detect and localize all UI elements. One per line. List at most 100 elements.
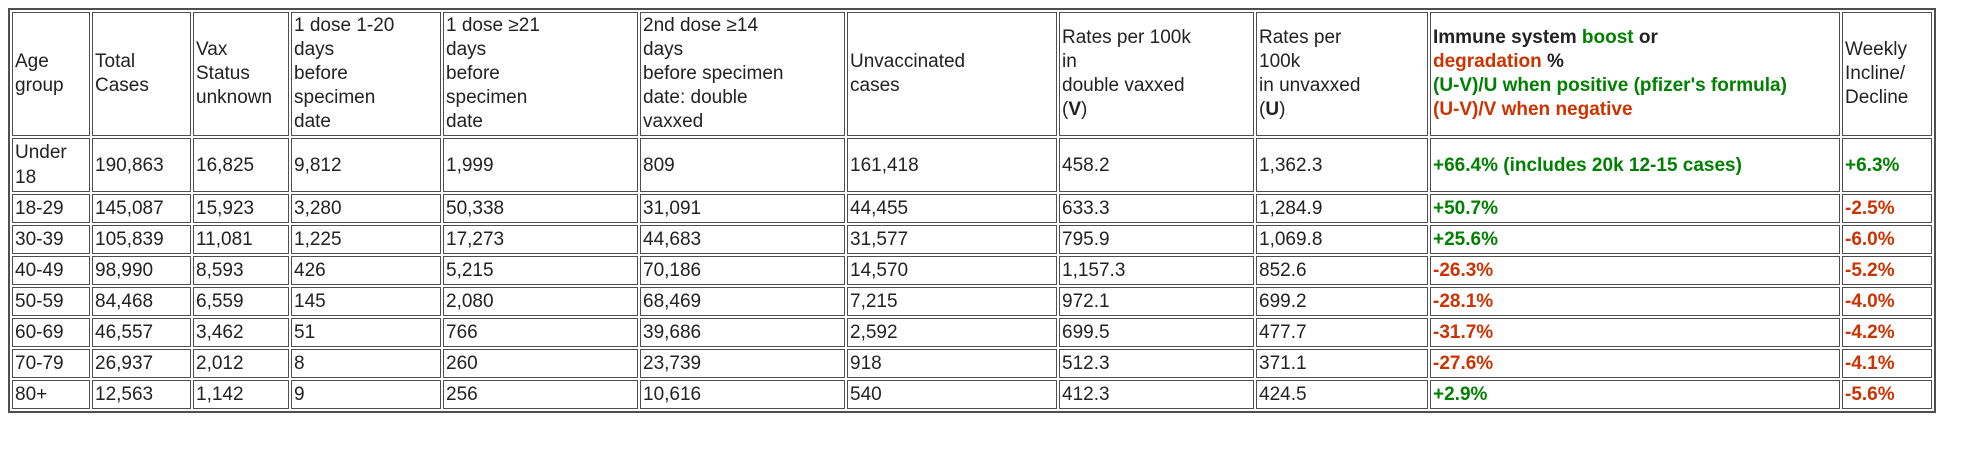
table-row: Under 18 190,863 16,825 9,812 1,999 809 161,41… bbox=[12, 138, 1932, 192]
column-header-one-dose-ge-21-days: 1 dose ≥21 days before specimen date bbox=[443, 12, 638, 136]
header-segment: 1 dose 1-20 days before specimen date bbox=[294, 15, 395, 132]
cell-age-group: 18-29 bbox=[12, 194, 90, 223]
cell-total-cases: 105,839 bbox=[92, 225, 191, 254]
cell-one-dose-ge-21-days: 2,080 bbox=[443, 287, 638, 316]
header-segment: % bbox=[1547, 51, 1564, 72]
column-header-total-cases: Total Cases bbox=[92, 12, 191, 136]
column-header-rates-per-100k-unvaxxed: Rates per 100k in unvaxxed (U) bbox=[1256, 12, 1428, 136]
cell-rates-per-100k-unvaxxed: 1,069.8 bbox=[1256, 225, 1428, 254]
cell-second-dose-ge-14-days: 809 bbox=[640, 138, 845, 192]
header-segment: Rates per 100k in double vaxxed ( bbox=[1062, 27, 1191, 120]
header-row: Age group Total Cases Vax Status unknown 1 … bbox=[12, 12, 1932, 136]
cell-total-cases: 46,557 bbox=[92, 318, 191, 347]
header-segment: 2nd dose ≥14 days before specimen date: … bbox=[643, 15, 784, 132]
cell-age-group: 40-49 bbox=[12, 256, 90, 285]
header-segment: Unvaccinated cases bbox=[850, 51, 966, 96]
cell-second-dose-ge-14-days: 68,469 bbox=[640, 287, 845, 316]
cell-unvaccinated-cases: 2,592 bbox=[847, 318, 1057, 347]
cell-age-group: Under 18 bbox=[12, 138, 90, 192]
cell-weekly-incline-decline: -4.1% bbox=[1842, 349, 1932, 378]
covid-cases-vaccination-table: Age group Total Cases Vax Status unknown 1 … bbox=[8, 8, 1936, 413]
table-row: 60-69 46,557 3,462 51 766 39,686 2,592 699.5 477… bbox=[12, 318, 1932, 347]
cell-one-dose-1-20-days: 145 bbox=[291, 287, 441, 316]
cell-one-dose-ge-21-days: 766 bbox=[443, 318, 638, 347]
cell-rates-per-100k-double-vaxxed: 412.3 bbox=[1059, 380, 1254, 409]
cell-rates-per-100k-unvaxxed: 371.1 bbox=[1256, 349, 1428, 378]
cell-immune-system-boost-or-degradation: +25.6% bbox=[1430, 225, 1840, 254]
header-segment: 1 dose ≥21 days before specimen date bbox=[446, 15, 540, 132]
header-segment: (U-V)/U when positive (pfizer's formula) bbox=[1433, 75, 1787, 96]
cell-second-dose-ge-14-days: 10,616 bbox=[640, 380, 845, 409]
cell-weekly-incline-decline: -4.0% bbox=[1842, 287, 1932, 316]
cell-one-dose-ge-21-days: 260 bbox=[443, 349, 638, 378]
cell-one-dose-1-20-days: 9,812 bbox=[291, 138, 441, 192]
header-segment: (U-V)/V when negative bbox=[1433, 99, 1633, 120]
column-header-second-dose-ge-14-days: 2nd dose ≥14 days before specimen date: … bbox=[640, 12, 845, 136]
cell-weekly-incline-decline: -5.6% bbox=[1842, 380, 1932, 409]
cell-unvaccinated-cases: 44,455 bbox=[847, 194, 1057, 223]
cell-rates-per-100k-unvaxxed: 477.7 bbox=[1256, 318, 1428, 347]
cell-vax-status-unknown: 11,081 bbox=[193, 225, 289, 254]
table-row: 80+ 12,563 1,142 9 256 10,616 540 412.3 424.5 +2.… bbox=[12, 380, 1932, 409]
cell-age-group: 80+ bbox=[12, 380, 90, 409]
cell-rates-per-100k-double-vaxxed: 512.3 bbox=[1059, 349, 1254, 378]
cell-age-group: 50-59 bbox=[12, 287, 90, 316]
header-segment: ) bbox=[1081, 99, 1088, 120]
cell-one-dose-ge-21-days: 1,999 bbox=[443, 138, 638, 192]
cell-total-cases: 84,468 bbox=[92, 287, 191, 316]
cell-one-dose-ge-21-days: 5,215 bbox=[443, 256, 638, 285]
cell-vax-status-unknown: 8,593 bbox=[193, 256, 289, 285]
column-header-one-dose-1-20-days: 1 dose 1-20 days before specimen date bbox=[291, 12, 441, 136]
column-header-rates-per-100k-double-vaxxed: Rates per 100k in double vaxxed (V) bbox=[1059, 12, 1254, 136]
cell-total-cases: 12,563 bbox=[92, 380, 191, 409]
cell-one-dose-ge-21-days: 50,338 bbox=[443, 194, 638, 223]
cell-second-dose-ge-14-days: 23,739 bbox=[640, 349, 845, 378]
cell-weekly-incline-decline: -5.2% bbox=[1842, 256, 1932, 285]
header-segment: boost bbox=[1581, 27, 1634, 48]
cell-second-dose-ge-14-days: 44,683 bbox=[640, 225, 845, 254]
cell-vax-status-unknown: 3,462 bbox=[193, 318, 289, 347]
cell-vax-status-unknown: 1,142 bbox=[193, 380, 289, 409]
cell-one-dose-1-20-days: 51 bbox=[291, 318, 441, 347]
cell-immune-system-boost-or-degradation: -27.6% bbox=[1430, 349, 1840, 378]
header-segment: Rates per 100k in unvaxxed ( bbox=[1259, 27, 1361, 120]
cell-immune-system-boost-or-degradation: +66.4% (includes 20k 12-15 cases) bbox=[1430, 138, 1840, 192]
cell-one-dose-1-20-days: 1,225 bbox=[291, 225, 441, 254]
cell-rates-per-100k-unvaxxed: 699.2 bbox=[1256, 287, 1428, 316]
column-header-unvaccinated-cases: Unvaccinated cases bbox=[847, 12, 1057, 136]
column-header-vax-status-unknown: Vax Status unknown bbox=[193, 12, 289, 136]
header-segment: Vax Status unknown bbox=[196, 39, 273, 108]
cell-one-dose-1-20-days: 426 bbox=[291, 256, 441, 285]
cell-unvaccinated-cases: 161,418 bbox=[847, 138, 1057, 192]
column-header-weekly-incline-decline: Weekly Incline/ Decline bbox=[1842, 12, 1932, 136]
header-segment: Age group bbox=[15, 51, 64, 96]
cell-vax-status-unknown: 15,923 bbox=[193, 194, 289, 223]
header-segment: Total Cases bbox=[95, 51, 149, 96]
table-row: 50-59 84,468 6,559 145 2,080 68,469 7,215 972.1… bbox=[12, 287, 1932, 316]
header-segment: degradation bbox=[1433, 51, 1542, 72]
cell-rates-per-100k-double-vaxxed: 972.1 bbox=[1059, 287, 1254, 316]
cell-one-dose-ge-21-days: 17,273 bbox=[443, 225, 638, 254]
cell-immune-system-boost-or-degradation: +2.9% bbox=[1430, 380, 1840, 409]
header-segment: Immune system bbox=[1433, 27, 1582, 48]
header-segment: or bbox=[1638, 27, 1658, 48]
cell-age-group: 70-79 bbox=[12, 349, 90, 378]
cell-vax-status-unknown: 6,559 bbox=[193, 287, 289, 316]
cell-immune-system-boost-or-degradation: -28.1% bbox=[1430, 287, 1840, 316]
cell-second-dose-ge-14-days: 31,091 bbox=[640, 194, 845, 223]
cell-age-group: 60-69 bbox=[12, 318, 90, 347]
header-segment: V bbox=[1068, 99, 1082, 120]
cell-total-cases: 98,990 bbox=[92, 256, 191, 285]
header-segment: Weekly Incline/ Decline bbox=[1845, 39, 1909, 108]
cell-weekly-incline-decline: -4.2% bbox=[1842, 318, 1932, 347]
cell-rates-per-100k-double-vaxxed: 699.5 bbox=[1059, 318, 1254, 347]
cell-rates-per-100k-unvaxxed: 852.6 bbox=[1256, 256, 1428, 285]
table-row: 40-49 98,990 8,593 426 5,215 70,186 14,570 1,15… bbox=[12, 256, 1932, 285]
cell-immune-system-boost-or-degradation: -26.3% bbox=[1430, 256, 1840, 285]
cell-rates-per-100k-unvaxxed: 1,362.3 bbox=[1256, 138, 1428, 192]
cell-rates-per-100k-double-vaxxed: 795.9 bbox=[1059, 225, 1254, 254]
cell-immune-system-boost-or-degradation: -31.7% bbox=[1430, 318, 1840, 347]
table-row: 30-39 105,839 11,081 1,225 17,273 44,683 31,57… bbox=[12, 225, 1932, 254]
cell-one-dose-1-20-days: 8 bbox=[291, 349, 441, 378]
cell-weekly-incline-decline: +6.3% bbox=[1842, 138, 1932, 192]
